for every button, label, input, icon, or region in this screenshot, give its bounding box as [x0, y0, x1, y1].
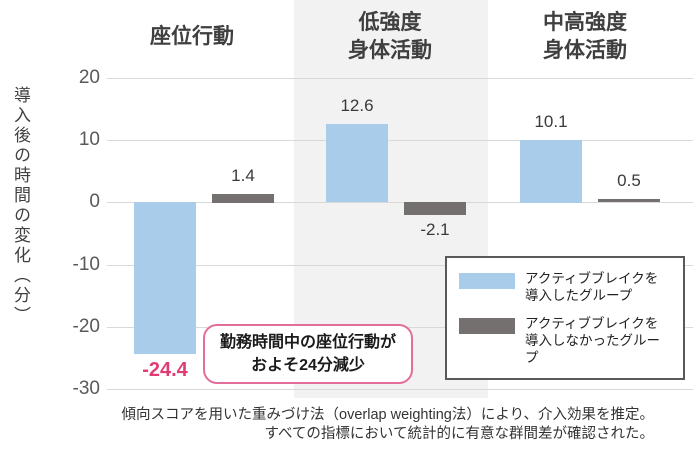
callout-line2: およそ24分減少: [251, 357, 365, 374]
y-tick-label: -10: [72, 254, 100, 275]
bar-value-label: 12.6: [340, 96, 374, 115]
bar-introduced-3: [520, 140, 582, 203]
legend-label-1: アクティブブレイクを 導入したグループ: [525, 271, 659, 303]
legend-swatch-1: [459, 273, 515, 289]
y-tick-label: -30: [72, 378, 100, 399]
gridline-y-10: [107, 140, 693, 141]
gridline-y-20: [107, 78, 693, 79]
y-tick-label: 10: [78, 129, 100, 150]
bar-value-label: 1.4: [231, 166, 255, 185]
gridline-y--30: [107, 389, 693, 390]
bar-value-label: 10.1: [534, 112, 568, 131]
category-header-3: 中高強度 身体活動: [543, 11, 627, 62]
category-header-1: 座位行動: [150, 25, 234, 48]
footnote: 傾向スコアを用いた重みづけ法（overlap weighting法）により、介入…: [122, 406, 654, 444]
footnote-line1: 傾向スコアを用いた重みづけ法（overlap weighting法）により、介入…: [121, 407, 654, 423]
gridline-y-0: [107, 202, 693, 203]
footnote-line2: すべての指標において統計的に有意な群間差が確認された。: [264, 426, 654, 442]
bar-control-3: [598, 199, 660, 202]
legend-item-2: アクティブブレイクを 導入しなかったグループ: [459, 315, 671, 366]
bar-introduced-1: [134, 202, 196, 354]
bar-introduced-2: [326, 124, 388, 202]
legend: アクティブブレイクを 導入したグループアクティブブレイクを 導入しなかったグループ: [445, 256, 685, 380]
legend-item-1: アクティブブレイクを 導入したグループ: [459, 270, 671, 304]
callout-annotation: 勤務時間中の座位行動が およそ24分減少: [203, 324, 413, 384]
y-tick-label: 0: [89, 191, 100, 212]
legend-swatch-2: [459, 318, 515, 334]
gridline-y--10: [107, 265, 693, 266]
y-tick-label: -20: [72, 316, 100, 337]
bar-control-1: [212, 194, 274, 203]
callout-line1: 勤務時間中の座位行動が: [219, 334, 396, 351]
bar-control-2: [404, 202, 466, 215]
category-header-2: 低強度 身体活動: [348, 11, 432, 62]
y-tick-label: 20: [78, 67, 100, 88]
bar-value-label: 0.5: [617, 171, 641, 190]
bar-value-label: -24.4: [142, 359, 188, 381]
bar-value-label: -2.1: [420, 220, 450, 239]
y-axis-title: 導入後の時間の変化（分）: [11, 86, 30, 326]
legend-label-2: アクティブブレイクを 導入しなかったグループ: [525, 316, 660, 365]
